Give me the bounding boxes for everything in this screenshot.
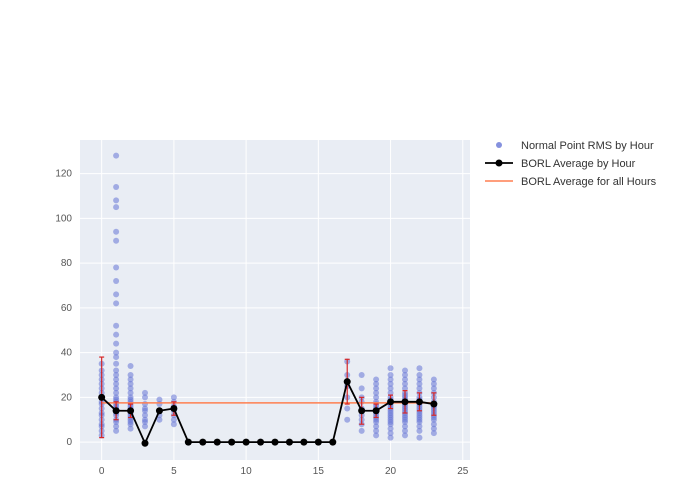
x-tick-label: 0 (99, 466, 105, 477)
scatter-point (416, 365, 422, 371)
legend-label: BORL Average for all Hours (521, 176, 657, 188)
borl-hour-marker (416, 398, 423, 405)
chart-container: 0 5 10 15 20 25 0 20 40 60 80 100 120 Normal Point RM… (0, 0, 700, 500)
scatter-point (344, 406, 350, 412)
scatter-point (156, 397, 162, 403)
borl-hour-marker (257, 439, 264, 446)
borl-hour-marker (113, 407, 120, 414)
scatter-point (113, 229, 119, 235)
borl-hour-marker (243, 439, 250, 446)
borl-hour-marker (214, 439, 221, 446)
legend-marker (496, 160, 503, 167)
y-tick-label: 20 (61, 392, 73, 403)
y-tick-label: 80 (61, 258, 73, 269)
legend-marker (496, 142, 502, 148)
borl-hour-marker (185, 439, 192, 446)
y-tick-label: 120 (55, 169, 72, 180)
scatter-point (171, 394, 177, 400)
borl-hour-marker (286, 439, 293, 446)
legend: Normal Point RMS by Hour BORL Average by … (485, 140, 657, 188)
y-tick-label: 100 (55, 213, 72, 224)
scatter-point (113, 323, 119, 329)
scatter-point (373, 376, 379, 382)
legend-label: Normal Point RMS by Hour (521, 140, 654, 152)
borl-hour-marker (170, 405, 177, 412)
scatter-point (113, 361, 119, 367)
scatter-point (113, 197, 119, 203)
borl-hour-marker (272, 439, 279, 446)
borl-hour-marker (127, 407, 134, 414)
scatter-point (359, 428, 365, 434)
legend-label: BORL Average by Hour (521, 158, 636, 170)
scatter-point (388, 365, 394, 371)
borl-hour-marker (156, 407, 163, 414)
borl-hour-marker (142, 440, 149, 447)
scatter-point (416, 372, 422, 378)
borl-hour-marker (344, 378, 351, 385)
chart-svg: 0 5 10 15 20 25 0 20 40 60 80 100 120 Normal Point RM… (0, 0, 700, 500)
scatter-point (113, 350, 119, 356)
scatter-point (113, 332, 119, 338)
borl-hour-marker (402, 398, 409, 405)
x-tick-label: 5 (171, 466, 177, 477)
scatter-point (113, 341, 119, 347)
scatter-point (416, 435, 422, 441)
scatter-point (142, 390, 148, 396)
y-tick-label: 0 (66, 437, 72, 448)
scatter-point (128, 372, 134, 378)
borl-hour-marker (228, 439, 235, 446)
scatter-point (113, 204, 119, 210)
scatter-point (113, 300, 119, 306)
scatter-point (113, 367, 119, 373)
y-tick-label: 40 (61, 348, 73, 359)
x-tick-label: 25 (457, 466, 469, 477)
scatter-point (142, 401, 148, 407)
borl-hour-marker (430, 401, 437, 408)
plot-area (80, 140, 470, 460)
scatter-point (113, 184, 119, 190)
x-tick-label: 10 (241, 466, 253, 477)
borl-hour-marker (373, 407, 380, 414)
scatter-point (402, 367, 408, 373)
scatter-point (431, 376, 437, 382)
scatter-point (388, 372, 394, 378)
scatter-point (113, 291, 119, 297)
borl-hour-marker (98, 394, 105, 401)
borl-hour-marker (329, 439, 336, 446)
y-tick-label: 60 (61, 303, 73, 314)
borl-hour-marker (387, 398, 394, 405)
scatter-point (359, 372, 365, 378)
x-tick-label: 15 (313, 466, 325, 477)
scatter-point (113, 278, 119, 284)
scatter-point (128, 363, 134, 369)
scatter-point (113, 265, 119, 271)
borl-hour-marker (300, 439, 307, 446)
borl-hour-marker (199, 439, 206, 446)
scatter-point (113, 153, 119, 159)
scatter-point (344, 417, 350, 423)
scatter-point (359, 385, 365, 391)
borl-hour-marker (315, 439, 322, 446)
x-tick-label: 20 (385, 466, 397, 477)
borl-hour-marker (358, 407, 365, 414)
scatter-point (113, 238, 119, 244)
